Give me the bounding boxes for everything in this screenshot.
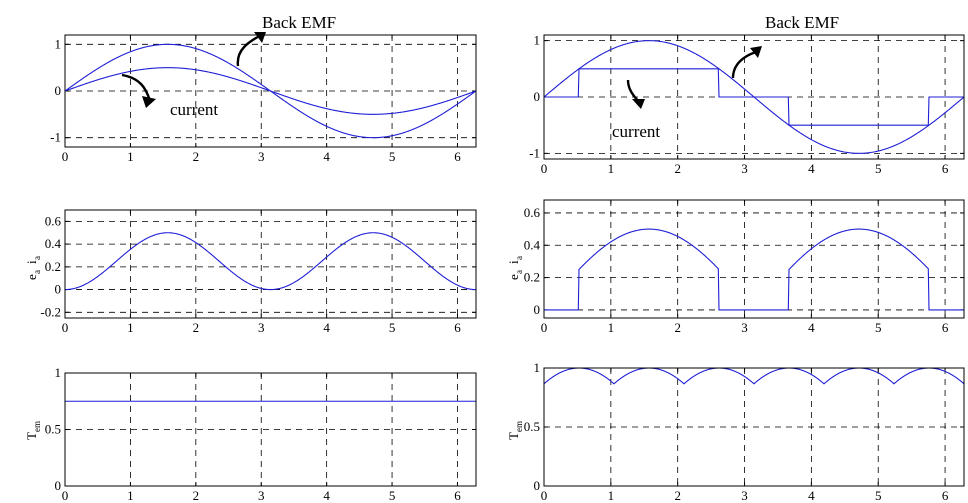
x-tick-label: 5	[875, 320, 882, 335]
x-tick-label: 3	[258, 149, 265, 164]
ylabel-power-left: e a i a	[24, 256, 42, 280]
x-tick-label: 6	[942, 161, 949, 176]
x-tick-label: 6	[942, 488, 949, 503]
x-tick-label: 2	[674, 488, 681, 503]
x-tick-label: 2	[193, 488, 200, 503]
y-tick-label: 0.2	[524, 270, 540, 285]
x-tick-label: 1	[127, 488, 134, 503]
x-tick-label: 4	[323, 149, 330, 164]
plot-area	[65, 373, 476, 486]
y-tick-label: 0.5	[524, 419, 540, 434]
y-tick-label: 0	[55, 282, 62, 297]
y-tick-label: 1	[55, 365, 62, 380]
ylabel-torque-left: T em	[24, 421, 42, 440]
y-tick-label: 0.4	[45, 236, 62, 251]
x-tick-label: 2	[193, 149, 200, 164]
x-tick-label: 4	[323, 320, 330, 335]
y-tick-label: -1	[50, 130, 61, 145]
svg-text:a: a	[32, 256, 42, 260]
y-tick-label: 1	[534, 360, 541, 375]
x-tick-label: 6	[454, 320, 461, 335]
x-tick-label: 3	[741, 320, 748, 335]
y-tick-label: 0	[534, 302, 541, 317]
ylabel-power-right: e a i a	[506, 256, 524, 280]
x-tick-label: 0	[541, 161, 548, 176]
axes-torque-square: 0 1 2 3 4 5 6 0 0.5 1	[524, 360, 964, 503]
axes-torque-sine: 0 1 2 3 4 5 6 0 0.5 1	[45, 365, 476, 503]
y-tick-label: -1	[529, 145, 540, 160]
x-tick-label: 5	[875, 161, 882, 176]
ylabel-torque-right: T em	[506, 421, 524, 440]
x-tick-label: 3	[741, 488, 748, 503]
plot-area	[65, 210, 476, 318]
y-tick-label: 0	[55, 478, 62, 493]
x-tick-label: 6	[942, 320, 949, 335]
y-tick-label: 0.2	[45, 259, 61, 274]
x-tick-label: 0	[62, 488, 69, 503]
x-tick-label: 5	[389, 320, 396, 335]
axes-power-square: 0 1 2 3 4 5 6 0 0.2 0.4 0.6	[524, 200, 964, 335]
x-tick-label: 1	[608, 488, 615, 503]
x-tick-label: 4	[808, 161, 815, 176]
x-tick-label: 2	[674, 320, 681, 335]
x-tick-label: 2	[193, 320, 200, 335]
x-tick-label: 1	[608, 320, 615, 335]
back-emf-label-left: Back EMF	[262, 13, 336, 32]
svg-text:T: T	[506, 432, 521, 440]
svg-text:a: a	[32, 270, 42, 274]
axes-sine-top: 0 1 2 3 4 5 6-101	[50, 35, 476, 164]
x-tick-label: 3	[258, 320, 265, 335]
y-tick-label: 0.6	[524, 205, 541, 220]
svg-text:a: a	[514, 270, 524, 274]
y-tick-label: 0	[55, 83, 62, 98]
x-tick-label: 5	[389, 488, 396, 503]
y-tick-label: 0.4	[524, 237, 541, 252]
x-tick-label: 4	[808, 488, 815, 503]
axes-power-sine: 0 1 2 3 4 5 6-0.200.20.40.6	[40, 210, 476, 335]
x-tick-label: 1	[127, 149, 134, 164]
x-tick-label: 3	[741, 161, 748, 176]
svg-text:a: a	[514, 256, 524, 260]
x-tick-label: 0	[62, 149, 69, 164]
x-tick-label: 2	[674, 161, 681, 176]
x-tick-label: 0	[541, 488, 548, 503]
x-tick-label: 1	[127, 320, 134, 335]
x-tick-label: 6	[454, 149, 461, 164]
x-tick-label: 4	[323, 488, 330, 503]
current-label-right: current	[612, 122, 660, 141]
svg-text:em: em	[514, 421, 524, 432]
x-tick-label: 6	[454, 488, 461, 503]
svg-text:T: T	[24, 432, 39, 440]
y-tick-label: 0.5	[45, 422, 61, 437]
back-emf-label-right: Back EMF	[765, 13, 839, 32]
y-tick-label: 0	[534, 89, 541, 104]
y-tick-label: 0.6	[45, 213, 62, 228]
current-label-left: current	[170, 100, 218, 119]
y-tick-label: -0.2	[40, 304, 61, 319]
svg-text:em: em	[32, 421, 42, 432]
axes-square-top: 0 1 2 3 4 5 6-101	[529, 33, 964, 176]
x-tick-label: 5	[875, 488, 882, 503]
plot-area	[544, 200, 964, 318]
y-tick-label: 1	[55, 36, 62, 51]
x-tick-label: 4	[808, 320, 815, 335]
y-tick-label: 0	[534, 478, 541, 493]
x-tick-label: 0	[62, 320, 69, 335]
y-tick-label: 1	[534, 33, 541, 48]
x-tick-label: 0	[541, 320, 548, 335]
x-tick-label: 1	[608, 161, 615, 176]
x-tick-label: 5	[389, 149, 396, 164]
x-tick-label: 3	[258, 488, 265, 503]
